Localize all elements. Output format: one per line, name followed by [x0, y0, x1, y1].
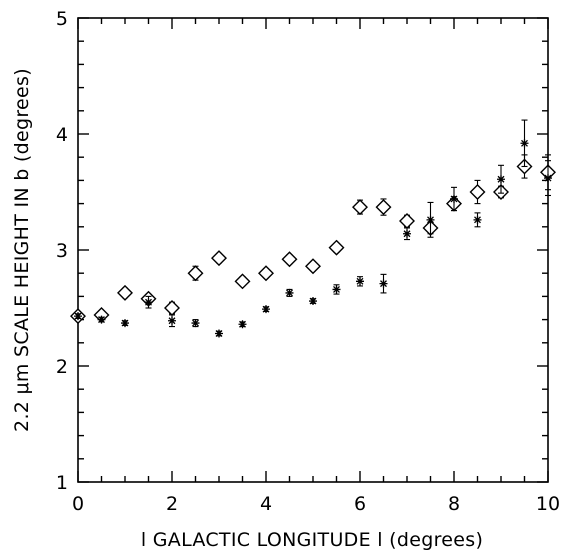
- asterisk-point: [262, 305, 270, 314]
- asterisk-marker: [144, 298, 153, 307]
- asterisk-marker: [450, 194, 458, 203]
- diamond-point: [328, 239, 345, 256]
- asterisk-point: [356, 276, 364, 287]
- x-tick-label: 4: [260, 493, 272, 515]
- asterisk-point: [191, 319, 200, 328]
- diamond-point: [258, 265, 274, 282]
- diamond-marker: [305, 258, 321, 275]
- asterisk-point: [520, 119, 529, 168]
- diamond-point: [352, 199, 368, 216]
- asterisk-marker: [121, 319, 129, 328]
- diamond-marker: [399, 213, 415, 229]
- diamond-marker: [211, 250, 227, 267]
- asterisk-point: [544, 160, 552, 197]
- asterisk-marker: [497, 175, 505, 184]
- asterisk-point: [144, 295, 153, 309]
- y-tick-label: 4: [56, 124, 68, 146]
- diamond-point: [399, 213, 415, 229]
- diamond-marker: [164, 300, 180, 316]
- asterisk-marker: [473, 215, 482, 224]
- asterisk-marker: [544, 174, 552, 183]
- asterisk-marker: [191, 319, 200, 328]
- y-tick-label: 1: [56, 472, 68, 494]
- diamond-point: [164, 300, 180, 316]
- asterisk-marker: [332, 285, 341, 294]
- asterisk-point: [215, 329, 223, 338]
- diamond-marker: [234, 273, 251, 290]
- asterisk-point: [379, 273, 388, 294]
- asterisk-marker: [285, 288, 294, 297]
- diamond-marker: [469, 184, 486, 200]
- diamond-point: [211, 250, 227, 267]
- asterisk-point: [497, 164, 505, 194]
- asterisk-point: [309, 297, 317, 306]
- asterisk-point: [450, 186, 458, 212]
- data-points: [70, 119, 556, 338]
- x-tick-label: 8: [448, 493, 460, 515]
- diamond-point: [375, 198, 392, 216]
- diamond-marker: [328, 239, 345, 256]
- asterisk-marker: [238, 320, 247, 329]
- diamond-marker: [258, 265, 274, 282]
- asterisk-marker: [403, 229, 411, 238]
- asterisk-point: [332, 284, 341, 295]
- asterisk-point: [168, 314, 176, 328]
- asterisk-marker: [520, 139, 529, 148]
- asterisk-point: [426, 201, 435, 238]
- diamond-marker: [187, 265, 204, 282]
- asterisk-point: [403, 227, 411, 241]
- diamond-marker: [117, 284, 133, 301]
- asterisk-marker: [168, 316, 176, 325]
- plot-frame: [77, 17, 549, 483]
- axis-ticks: [77, 17, 549, 483]
- asterisk-marker: [262, 305, 270, 314]
- diamond-point: [117, 284, 133, 301]
- asterisk-point: [97, 315, 106, 324]
- y-tick-label: 5: [56, 8, 68, 30]
- diamond-point: [469, 179, 486, 205]
- diamond-marker: [352, 199, 368, 216]
- asterisk-point: [473, 212, 482, 228]
- asterisk-marker: [379, 279, 388, 288]
- x-tick-label: 2: [166, 493, 178, 515]
- diamond-point: [234, 273, 251, 290]
- asterisk-marker: [97, 315, 106, 324]
- asterisk-point: [74, 312, 82, 321]
- asterisk-marker: [74, 312, 82, 321]
- x-tick-label: 6: [354, 493, 366, 515]
- y-axis-label: 2.2 μm SCALE HEIGHT IN b (degrees): [11, 68, 33, 432]
- asterisk-marker: [215, 329, 223, 338]
- asterisk-point: [285, 288, 294, 297]
- diamond-point: [281, 251, 298, 268]
- diamond-marker: [375, 199, 392, 216]
- diamond-point: [305, 258, 321, 275]
- x-tick-label: 0: [72, 493, 84, 515]
- diamond-marker: [281, 251, 298, 268]
- asterisk-marker: [356, 277, 364, 286]
- asterisk-point: [121, 319, 129, 328]
- x-tick-label: 10: [536, 493, 560, 515]
- asterisk-point: [238, 320, 247, 329]
- asterisk-marker: [426, 215, 435, 224]
- y-tick-label: 3: [56, 240, 68, 262]
- asterisk-marker: [309, 297, 317, 306]
- diamond-point: [187, 265, 204, 282]
- y-tick-label: 2: [56, 356, 68, 378]
- x-axis-label: l GALACTIC LONGITUDE l (degrees): [141, 529, 483, 551]
